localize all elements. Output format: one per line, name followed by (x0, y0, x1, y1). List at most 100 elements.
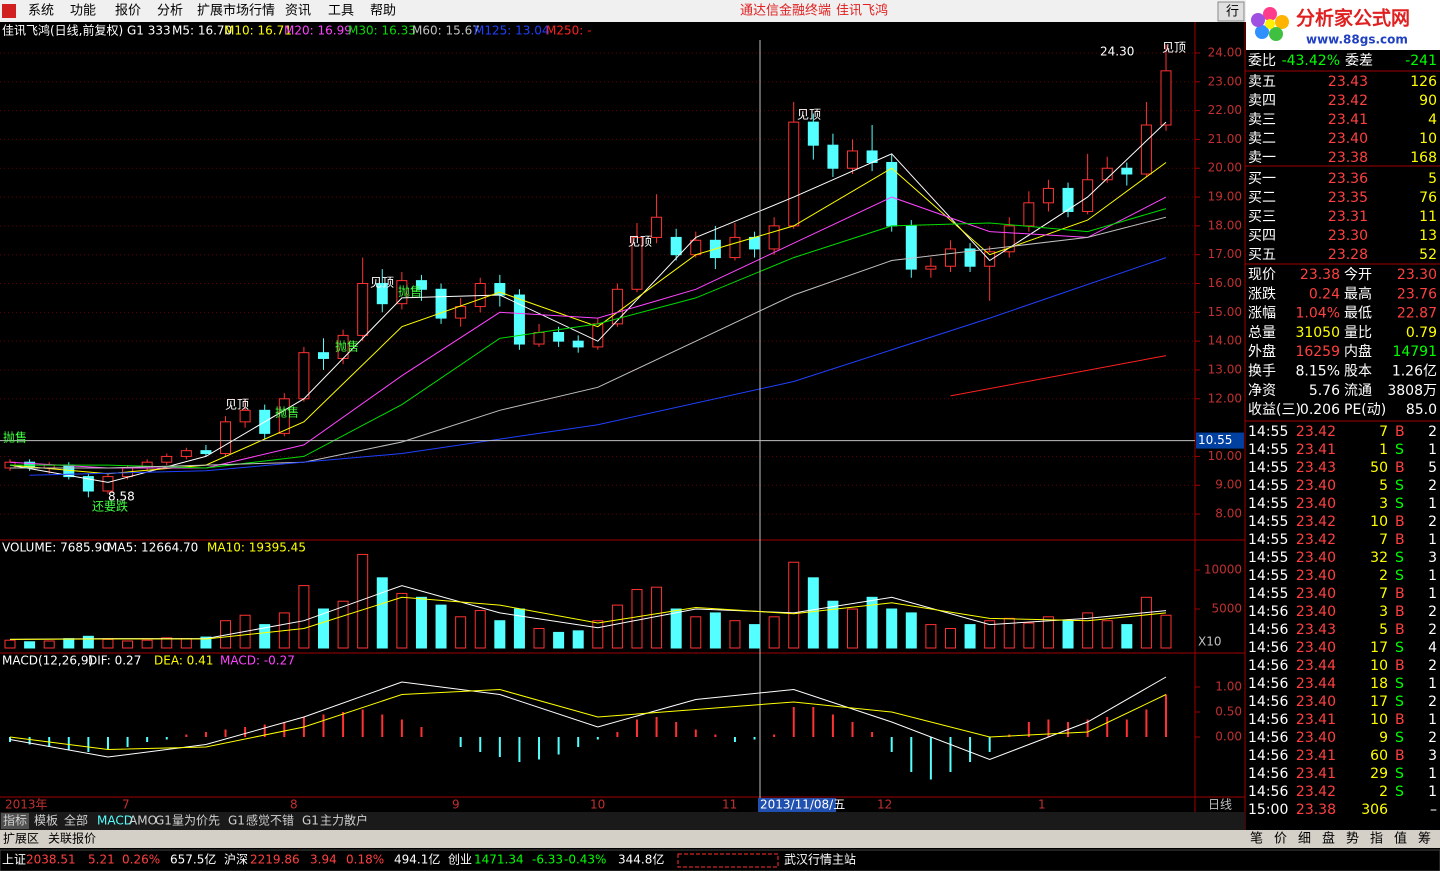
status-item: 2038.51 (26, 853, 76, 867)
volume-bar (337, 600, 349, 649)
book-label: 买二 (1248, 190, 1276, 206)
menu-item[interactable]: 功能 (70, 4, 96, 19)
menu-button-label[interactable]: 行 (1226, 5, 1239, 20)
tick-price: 23.43 (1296, 460, 1336, 476)
menu-item[interactable]: 扩展市场行情 (197, 3, 275, 19)
ext-tab[interactable]: 关联报价 (48, 831, 96, 846)
tab[interactable]: MACD (97, 814, 133, 828)
tick-volume: 1 (1379, 442, 1388, 458)
side-tab[interactable]: 筹 (1418, 831, 1431, 847)
quote-label: 委比 (1248, 53, 1276, 69)
tick-price: 23.42 (1296, 532, 1336, 548)
menu-button[interactable] (1217, 1, 1245, 22)
book-volume: 76 (1419, 190, 1437, 206)
stat-value: 1.26亿 (1392, 364, 1437, 380)
tab[interactable]: 主力散户 (320, 813, 368, 828)
ma-legend: M30: 16.33 (348, 24, 416, 38)
tab[interactable]: AMO (129, 814, 157, 828)
side-tab[interactable]: 指 (1370, 832, 1383, 847)
volume-bar (200, 636, 212, 649)
volume-bar (1121, 624, 1133, 649)
candle-body (161, 455, 173, 463)
book-label: 卖一 (1248, 150, 1276, 166)
menu-item[interactable]: 帮助 (370, 4, 396, 19)
tick-time: 14:55 (1248, 568, 1288, 584)
tab[interactable]: G1 (228, 814, 245, 828)
candle-body (807, 121, 819, 146)
side-tab[interactable]: 值 (1394, 831, 1407, 847)
tick-count: 1 (1428, 586, 1437, 602)
tab[interactable]: 模板 (34, 814, 58, 828)
book-label: 买三 (1248, 209, 1276, 225)
quote-value: -241 (1405, 53, 1437, 69)
tick-volume: 7 (1379, 586, 1388, 602)
stat-label: 涨跌 (1248, 286, 1276, 302)
menu-item[interactable]: 工具 (328, 4, 354, 19)
candle-body (749, 236, 761, 250)
indicator-line (9, 688, 1167, 751)
status-item: 0.26% (122, 853, 160, 867)
tab-active[interactable] (1, 813, 29, 829)
tick-time: 14:56 (1248, 658, 1288, 674)
menu-item[interactable]: 资讯 (285, 4, 311, 19)
tick-side: S (1395, 730, 1404, 746)
book-volume: 5 (1428, 171, 1437, 187)
ma-legend: M250: - (546, 24, 591, 38)
volume-bar (435, 604, 447, 649)
tick-time: 14:56 (1248, 694, 1288, 710)
book-volume: 10 (1419, 131, 1437, 147)
side-tab[interactable]: 细 (1298, 832, 1311, 847)
tab[interactable]: 指标 (3, 813, 27, 828)
tab[interactable]: 量为价先 (172, 814, 220, 828)
tick-price: 23.40 (1296, 478, 1336, 494)
annotation: 抛售 (335, 339, 359, 354)
stat-label: 换手 (1248, 363, 1276, 380)
side-tab[interactable]: 价 (1274, 832, 1287, 847)
book-label: 卖四 (1248, 93, 1276, 109)
tick-volume: 7 (1379, 424, 1388, 440)
menu-item[interactable]: 系统 (28, 4, 54, 19)
tab[interactable]: G1 (302, 814, 319, 828)
time-label: 1 (1038, 798, 1046, 812)
annotation: 见顶 (225, 398, 249, 412)
tab[interactable]: 全部 (64, 813, 88, 828)
volume-bar (807, 577, 819, 649)
tick-side: B (1395, 658, 1405, 674)
volume-bar (709, 612, 721, 649)
tick-volume: 3 (1379, 496, 1388, 512)
side-tab[interactable]: 盘 (1322, 831, 1335, 847)
tick-price: 23.41 (1296, 442, 1336, 458)
book-label: 卖三 (1248, 112, 1276, 128)
y-tick-label: 17.00 (1208, 247, 1242, 261)
status-item: 1471.34 (474, 853, 524, 867)
volume-bar (24, 641, 36, 649)
tick-time: 14:55 (1248, 496, 1288, 512)
candle-body (631, 236, 643, 290)
volume-bar (1062, 620, 1074, 649)
tick-price: 23.40 (1296, 640, 1336, 656)
y-tick-label: 16.00 (1208, 276, 1242, 290)
volume-bar (866, 596, 878, 649)
ma-legend: M10: 16.71 (224, 24, 292, 38)
book-price: 23.41 (1328, 112, 1368, 128)
volume-bar (827, 600, 839, 649)
stat-label: 现价 (1248, 267, 1276, 283)
time-label: 10 (590, 798, 605, 812)
app-icon (2, 4, 16, 18)
menu-item[interactable]: 分析 (157, 4, 183, 19)
volume-bar (43, 640, 55, 649)
volume-bar (572, 630, 584, 649)
ext-tab[interactable]: 扩展区 (3, 832, 39, 846)
candle-body (768, 225, 780, 250)
tick-side: B (1395, 586, 1405, 602)
tick-time: 14:56 (1248, 784, 1288, 800)
side-tab[interactable]: 势 (1346, 831, 1359, 847)
side-tab[interactable]: 笔 (1250, 831, 1263, 847)
candle-body (847, 150, 859, 169)
annotation: 见顶 (797, 108, 821, 122)
tab[interactable]: 感觉不错 (246, 813, 294, 828)
volume-bar (494, 620, 506, 649)
tab[interactable]: G1 (155, 814, 172, 828)
tick-volume: 32 (1370, 550, 1388, 566)
menu-item[interactable]: 报价 (115, 4, 141, 19)
